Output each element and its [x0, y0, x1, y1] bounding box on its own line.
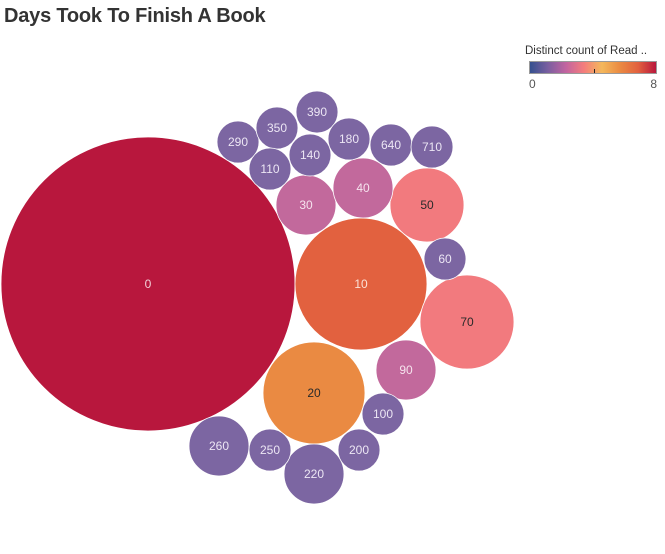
bubble-110[interactable]: 110	[248, 147, 292, 191]
bubble-350[interactable]: 350	[255, 106, 299, 150]
bubble-label: 220	[304, 467, 324, 481]
bubble-label: 10	[354, 277, 368, 291]
bubble-640[interactable]: 640	[369, 123, 413, 167]
bubble-label: 390	[307, 105, 327, 119]
bubble-0[interactable]: 0	[0, 136, 296, 432]
bubble-label: 20	[307, 386, 321, 400]
bubble-30[interactable]: 30	[275, 174, 337, 236]
bubble-label: 110	[260, 162, 279, 176]
bubble-290[interactable]: 290	[216, 120, 260, 164]
bubble-label: 30	[299, 198, 313, 212]
bubble-710[interactable]: 710	[410, 125, 454, 169]
bubble-label: 90	[399, 363, 413, 377]
bubble-label: 70	[460, 315, 474, 329]
legend-scale-labels: 0 8	[529, 77, 657, 91]
bubble-circle[interactable]	[419, 274, 515, 370]
legend-min-label: 0	[529, 77, 536, 91]
bubble-circle[interactable]	[361, 392, 405, 436]
bubble-circle[interactable]	[423, 237, 467, 281]
bubble-circle[interactable]	[332, 157, 394, 219]
bubble-label: 250	[260, 443, 280, 457]
bubble-circle[interactable]	[327, 117, 371, 161]
bubble-circle[interactable]	[375, 339, 437, 401]
bubble-circle[interactable]	[283, 443, 345, 505]
bubble-label: 710	[422, 140, 442, 154]
bubble-label: 50	[420, 198, 434, 212]
bubble-label: 60	[438, 252, 452, 266]
bubble-260[interactable]: 260	[188, 415, 250, 477]
bubble-100[interactable]: 100	[361, 392, 405, 436]
bubble-circle[interactable]	[248, 428, 292, 472]
bubble-label: 140	[300, 148, 320, 162]
bubble-20[interactable]: 20	[262, 341, 366, 445]
bubble-220[interactable]: 220	[283, 443, 345, 505]
chart-title: Days Took To Finish A Book	[4, 5, 266, 27]
bubble-390[interactable]: 390	[295, 90, 339, 134]
bubble-circle[interactable]	[337, 428, 381, 472]
bubble-250[interactable]: 250	[248, 428, 292, 472]
bubble-label: 350	[267, 121, 287, 135]
bubble-label: 100	[373, 407, 393, 421]
bubble-40[interactable]: 40	[332, 157, 394, 219]
bubble-140[interactable]: 140	[288, 133, 332, 177]
legend-title: Distinct count of Read ..	[525, 45, 648, 57]
bubble-70[interactable]: 70	[419, 274, 515, 370]
bubble-label: 180	[339, 132, 359, 146]
legend-midpoint-tick	[594, 69, 595, 73]
bubble-10[interactable]: 10	[294, 217, 428, 351]
bubble-label: 290	[228, 135, 248, 149]
bubble-50[interactable]: 50	[389, 167, 465, 243]
bubble-circle[interactable]	[410, 125, 454, 169]
bubble-circle[interactable]	[216, 120, 260, 164]
bubble-180[interactable]: 180	[327, 117, 371, 161]
bubble-label: 40	[356, 181, 370, 195]
bubble-circle[interactable]	[389, 167, 465, 243]
color-legend: Distinct count of Read .. 0 8	[525, 45, 663, 91]
bubble-circle[interactable]	[288, 133, 332, 177]
bubble-label: 640	[381, 138, 401, 152]
bubble-label: 0	[145, 277, 152, 291]
bubble-200[interactable]: 200	[337, 428, 381, 472]
legend-max-label: 8	[650, 77, 657, 91]
bubble-circle[interactable]	[295, 90, 339, 134]
legend-gradient-bar	[529, 61, 657, 74]
bubble-circle[interactable]	[248, 147, 292, 191]
bubble-label: 200	[349, 443, 369, 457]
bubble-90[interactable]: 90	[375, 339, 437, 401]
bubble-60[interactable]: 60	[423, 237, 467, 281]
bubble-label: 260	[209, 439, 229, 453]
